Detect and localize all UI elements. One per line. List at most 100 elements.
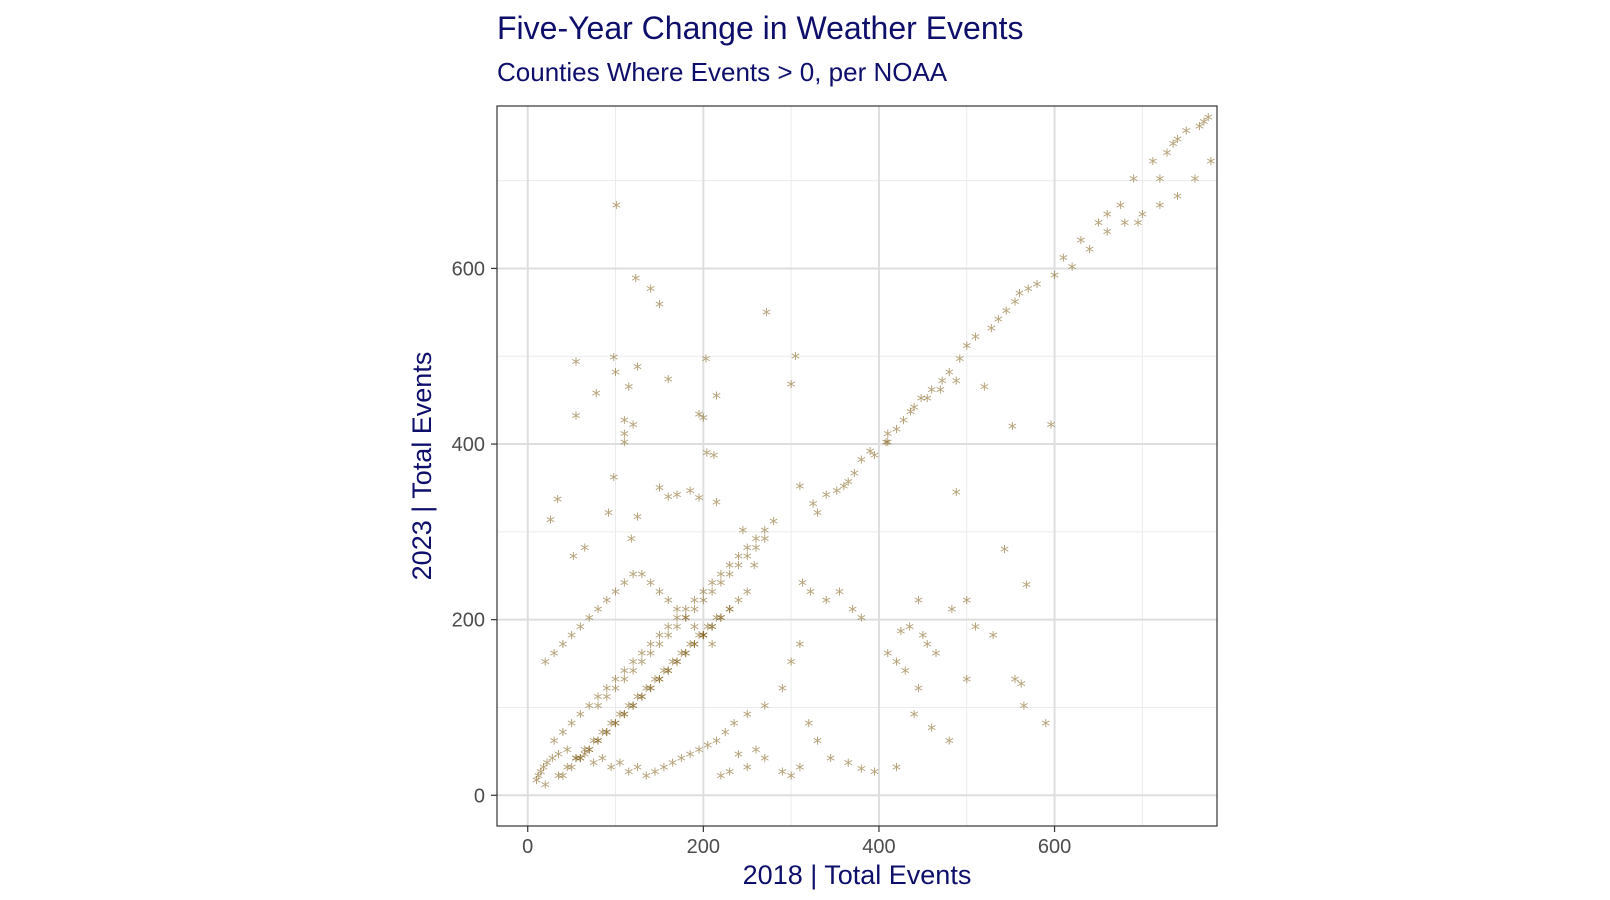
data-point: * xyxy=(699,584,708,605)
data-point: * xyxy=(629,655,638,676)
data-point: * xyxy=(1103,224,1112,245)
data-point: * xyxy=(712,611,721,632)
x-tick-label: 200 xyxy=(687,836,720,858)
data-point: * xyxy=(1059,251,1068,272)
data-point: * xyxy=(611,365,620,386)
data-point: * xyxy=(791,349,800,370)
data-point: * xyxy=(927,382,936,403)
data-point: * xyxy=(883,426,892,447)
data-point: * xyxy=(844,756,853,777)
data-point: * xyxy=(870,448,879,469)
data-point: * xyxy=(835,584,844,605)
data-point: * xyxy=(725,602,734,623)
y-tick-label: 200 xyxy=(452,610,485,632)
data-point: * xyxy=(607,716,616,737)
data-point: * xyxy=(602,681,611,702)
data-point: * xyxy=(668,756,677,777)
data-point: * xyxy=(721,725,730,746)
data-point: * xyxy=(703,619,712,640)
data-point: * xyxy=(760,523,769,544)
data-point: * xyxy=(602,725,611,746)
data-point: * xyxy=(883,435,892,456)
data-point: * xyxy=(611,681,620,702)
data-point: * xyxy=(629,698,638,719)
plot-panel-border xyxy=(496,105,1218,827)
data-point: * xyxy=(548,751,557,772)
data-point: * xyxy=(778,764,787,785)
data-point: * xyxy=(620,707,629,728)
y-tick-label: 400 xyxy=(452,434,485,456)
data-point: * xyxy=(637,655,646,676)
data-point: * xyxy=(778,681,787,702)
axis-ticks: 0 200 400 600 0 200 400 600 xyxy=(452,258,1072,858)
data-point: * xyxy=(585,698,594,719)
data-point: * xyxy=(952,374,961,395)
data-point: * xyxy=(708,584,717,605)
data-point: * xyxy=(738,523,747,544)
data-point: * xyxy=(534,769,543,790)
data-point: * xyxy=(592,386,601,407)
data-point: * xyxy=(550,734,559,755)
data-point: * xyxy=(866,444,875,465)
data-point: * xyxy=(664,663,673,684)
data-point: * xyxy=(708,619,717,640)
data-point: * xyxy=(844,475,853,496)
data-point: * xyxy=(927,720,936,741)
data-point: * xyxy=(962,593,971,614)
y-tick-label: 0 xyxy=(474,785,485,807)
data-point: * xyxy=(1155,172,1164,193)
data-point: * xyxy=(1133,216,1142,237)
data-point: * xyxy=(655,584,664,605)
data-point: * xyxy=(702,446,711,467)
data-point: * xyxy=(589,756,598,777)
data-point: * xyxy=(1182,123,1191,144)
data-point: * xyxy=(637,690,646,711)
data-point: * xyxy=(699,628,708,649)
data-point: * xyxy=(760,532,769,553)
data-point: * xyxy=(567,716,576,737)
data-point: * xyxy=(1011,672,1020,693)
data-point: * xyxy=(620,576,629,597)
data-point: * xyxy=(901,663,910,684)
data-point: * xyxy=(809,497,818,518)
data-point: * xyxy=(813,505,822,526)
data-point: * xyxy=(593,602,602,623)
data-point: * xyxy=(1076,233,1085,254)
data-point: * xyxy=(651,764,660,785)
data-point: * xyxy=(553,492,562,513)
data-point: * xyxy=(752,540,761,561)
data-point: * xyxy=(593,734,602,755)
data-point: * xyxy=(743,549,752,570)
data-point: * xyxy=(690,619,699,640)
data-point: * xyxy=(609,470,618,491)
data-point: * xyxy=(1022,577,1031,598)
data-point: * xyxy=(962,672,971,693)
data-point: * xyxy=(664,489,673,510)
data-point: * xyxy=(1195,119,1204,140)
data-point: * xyxy=(987,321,996,342)
data-point: * xyxy=(569,549,578,570)
data-point: * xyxy=(910,400,919,421)
data-point: * xyxy=(892,422,901,443)
data-point: * xyxy=(655,628,664,649)
data-point: * xyxy=(646,681,655,702)
y-tick-label: 600 xyxy=(452,258,485,280)
data-point: * xyxy=(971,619,980,640)
data-point: * xyxy=(1017,677,1026,698)
data-point: * xyxy=(629,698,638,719)
data-point: * xyxy=(554,769,563,790)
data-point: * xyxy=(760,751,769,772)
data-point: * xyxy=(804,716,813,737)
data-point: * xyxy=(563,742,572,763)
data-point: * xyxy=(585,742,594,763)
data-point: * xyxy=(659,663,668,684)
data-point: * xyxy=(602,690,611,711)
data-point: * xyxy=(554,747,563,768)
data-point: * xyxy=(604,505,613,526)
data-point: * xyxy=(633,760,642,781)
data-point: * xyxy=(655,481,664,502)
x-tick-label: 400 xyxy=(862,836,895,858)
data-point: * xyxy=(593,734,602,755)
data-point: * xyxy=(1116,198,1125,219)
data-point: * xyxy=(655,297,664,318)
